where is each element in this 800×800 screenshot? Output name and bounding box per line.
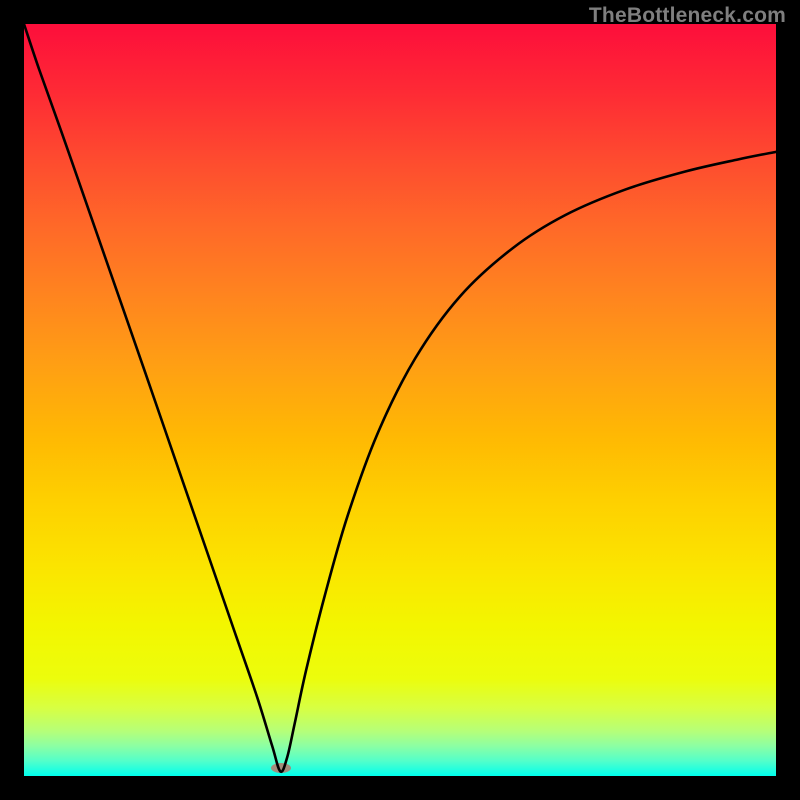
- chart-container: TheBottleneck.com: [0, 0, 800, 800]
- chart-svg: [0, 0, 800, 800]
- watermark-text: TheBottleneck.com: [589, 4, 786, 28]
- plot-background: [24, 24, 776, 776]
